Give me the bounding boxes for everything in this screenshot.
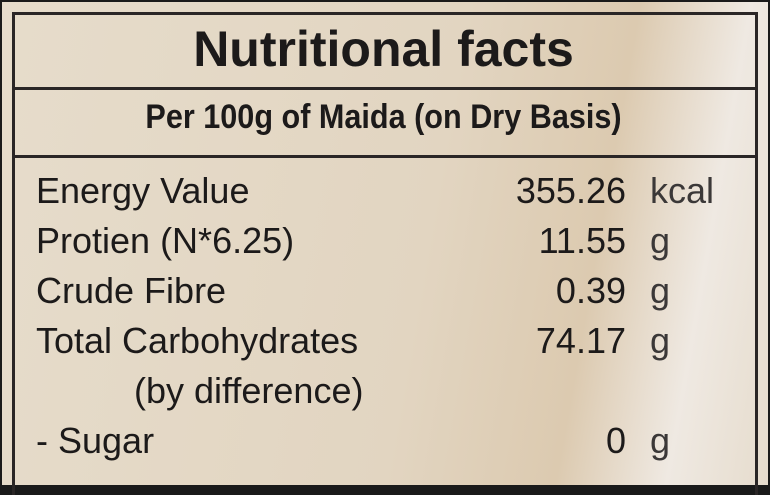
nutrient-row: Energy Value 355.26 kcal	[36, 170, 736, 214]
nutrient-name: Total Carbohydrates	[36, 320, 359, 361]
nutrient-value: 74.17	[535, 320, 626, 361]
nutrient-unit: g	[650, 270, 671, 311]
nutrient-row: Crude Fibre 0.39 g	[36, 270, 736, 314]
nutrient-row: - Sugar 0 g	[36, 420, 736, 464]
nutrient-unit: g	[650, 220, 671, 261]
divider	[12, 155, 755, 158]
nutrient-name: - Sugar	[36, 420, 155, 461]
nutrient-row: Protien (N*6.25) 11.55 g	[36, 220, 736, 264]
label-title: Nutritional facts	[193, 21, 574, 77]
nutrient-unit: g	[650, 420, 671, 461]
nutrient-value: 0	[605, 420, 626, 461]
nutrient-name: Crude Fibre	[36, 270, 227, 311]
nutrient-name: Energy Value	[36, 170, 250, 211]
nutrient-name: Protien (N*6.25)	[36, 220, 295, 261]
nutrient-value: 355.26	[515, 170, 626, 211]
divider	[12, 87, 755, 90]
nutrient-unit: kcal	[650, 170, 715, 211]
nutrient-unit: g	[650, 320, 671, 361]
label-border	[12, 12, 758, 495]
nutrient-value: 11.55	[538, 220, 626, 261]
nutrient-note: (by difference)	[134, 370, 364, 411]
nutrient-value: 0.39	[555, 270, 626, 311]
label-subtitle: Per 100g of Maida (on Dry Basis)	[145, 98, 622, 136]
nutrient-row: Total Carbohydrates 74.17 g	[36, 320, 736, 364]
nutrient-row: (by difference)	[36, 370, 736, 414]
